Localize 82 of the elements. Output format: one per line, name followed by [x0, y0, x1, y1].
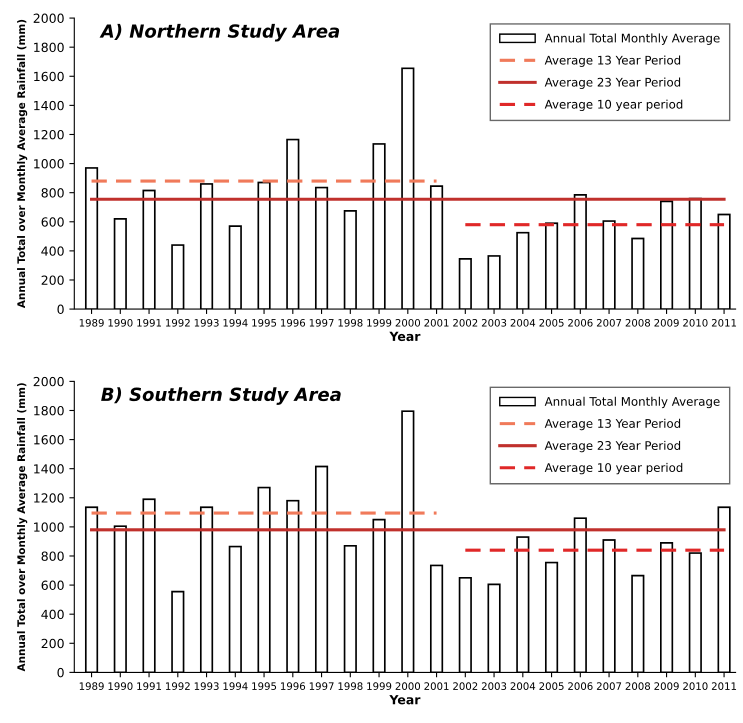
- x-tick-label: 1994: [224, 318, 248, 327]
- chart-title: A) Northern Study Area: [100, 24, 340, 42]
- y-tick-label: 1400: [34, 464, 64, 474]
- x-tick-label: 1995: [252, 682, 276, 690]
- x-tick-label: 1994: [224, 682, 248, 690]
- x-tick-label: 2011: [712, 318, 736, 327]
- y-tick-label: 600: [42, 217, 64, 227]
- y-tick-label: 1400: [34, 100, 64, 110]
- x-tick-label: 2001: [424, 682, 449, 690]
- x-tick-label: 2001: [424, 318, 449, 327]
- x-tick-label: 1990: [108, 318, 133, 327]
- x-axis-title: Year: [389, 695, 420, 704]
- y-tick-label: 1000: [34, 159, 64, 169]
- x-tick-label: 2009: [654, 682, 679, 690]
- x-tick-label: 1992: [166, 682, 190, 690]
- x-tick-label: 1993: [194, 318, 219, 327]
- x-tick-label: 2008: [626, 682, 650, 690]
- x-tick-label: 2005: [539, 682, 564, 690]
- y-tick-label: 800: [42, 551, 64, 561]
- x-tick-label: 2011: [712, 682, 736, 690]
- x-tick-label: 2006: [568, 682, 593, 690]
- x-tick-label: 2010: [683, 318, 708, 327]
- x-tick-label: 2004: [510, 318, 536, 327]
- y-axis-title: Annual Total over Monthly Average Rainfall (mm): [17, 20, 28, 308]
- y-tick-label: 1800: [34, 42, 64, 52]
- y-tick-label: 400: [41, 246, 64, 256]
- y-tick-label: 1200: [34, 493, 64, 503]
- x-tick-label: 2002: [453, 318, 478, 327]
- x-tick-label: 2007: [596, 682, 622, 690]
- y-tick-label: 1200: [34, 130, 64, 140]
- y-tick-label: 1000: [34, 522, 64, 532]
- y-tick-label: 200: [42, 275, 64, 285]
- legend-label: Average 23 Year Period: [544, 78, 680, 89]
- x-tick-label: 2002: [453, 682, 478, 690]
- x-tick-label: 1997: [310, 318, 334, 327]
- x-tick-label: 1999: [367, 682, 392, 690]
- y-tick-label: 600: [42, 580, 64, 590]
- y-tick-label: 2000: [34, 376, 64, 386]
- x-tick-label: 1990: [108, 682, 133, 690]
- x-tick-label: 1992: [166, 318, 190, 327]
- y-tick-label: 0: [57, 668, 64, 678]
- x-tick-label: 1991: [137, 682, 162, 690]
- y-tick-label: 1800: [34, 406, 64, 416]
- x-tick-label: 2003: [482, 318, 506, 327]
- x-tick-label: 1989: [80, 318, 104, 327]
- x-tick-label: 1993: [194, 682, 219, 690]
- x-tick-label: 1991: [137, 318, 162, 327]
- x-tick-label: 2007: [596, 318, 622, 327]
- y-tick-label: 0: [57, 304, 64, 314]
- x-tick-label: 1998: [338, 318, 363, 327]
- x-tick-label: 1999: [367, 318, 392, 327]
- legend-label: Average 10 year period: [544, 100, 682, 111]
- legend-label: Average 10 year period: [544, 462, 682, 474]
- x-tick-label: 1996: [281, 318, 306, 327]
- x-tick-label: 2003: [482, 682, 506, 690]
- x-tick-label: 2000: [396, 682, 420, 690]
- y-tick-label: 1600: [34, 435, 64, 445]
- legend-label: Average 13 Year Period: [544, 418, 680, 430]
- legend-label: Average 13 Year Period: [544, 55, 680, 67]
- x-tick-label: 1996: [281, 682, 306, 690]
- y-axis-title: Annual Total over Monthly Average Rainfall (mm): [17, 383, 28, 672]
- x-tick-label: 2010: [683, 682, 708, 690]
- x-axis-title: Year: [389, 332, 420, 342]
- legend-label: Average 23 Year Period: [544, 440, 680, 452]
- y-tick-label: 200: [42, 638, 64, 648]
- y-tick-label: 800: [42, 188, 64, 198]
- x-tick-label: 2000: [396, 318, 420, 327]
- y-tick-label: 1600: [34, 72, 64, 82]
- x-tick-label: 2005: [539, 318, 564, 327]
- y-tick-label: 400: [41, 610, 64, 620]
- x-tick-label: 2006: [568, 318, 593, 327]
- x-tick-label: 2004: [510, 682, 536, 690]
- x-tick-label: 1995: [252, 318, 276, 327]
- x-tick-label: 1989: [80, 682, 104, 690]
- legend-label: Annual Total Monthly Average: [544, 33, 720, 45]
- legend-label: Annual Total Monthly Average: [544, 396, 720, 408]
- y-tick-label: 2000: [34, 14, 64, 23]
- x-tick-label: 1997: [310, 682, 334, 690]
- x-tick-label: 1998: [338, 682, 363, 690]
- x-tick-label: 2008: [626, 318, 650, 327]
- chart-title: B) Southern Study Area: [101, 387, 341, 405]
- x-tick-label: 2009: [654, 318, 679, 327]
